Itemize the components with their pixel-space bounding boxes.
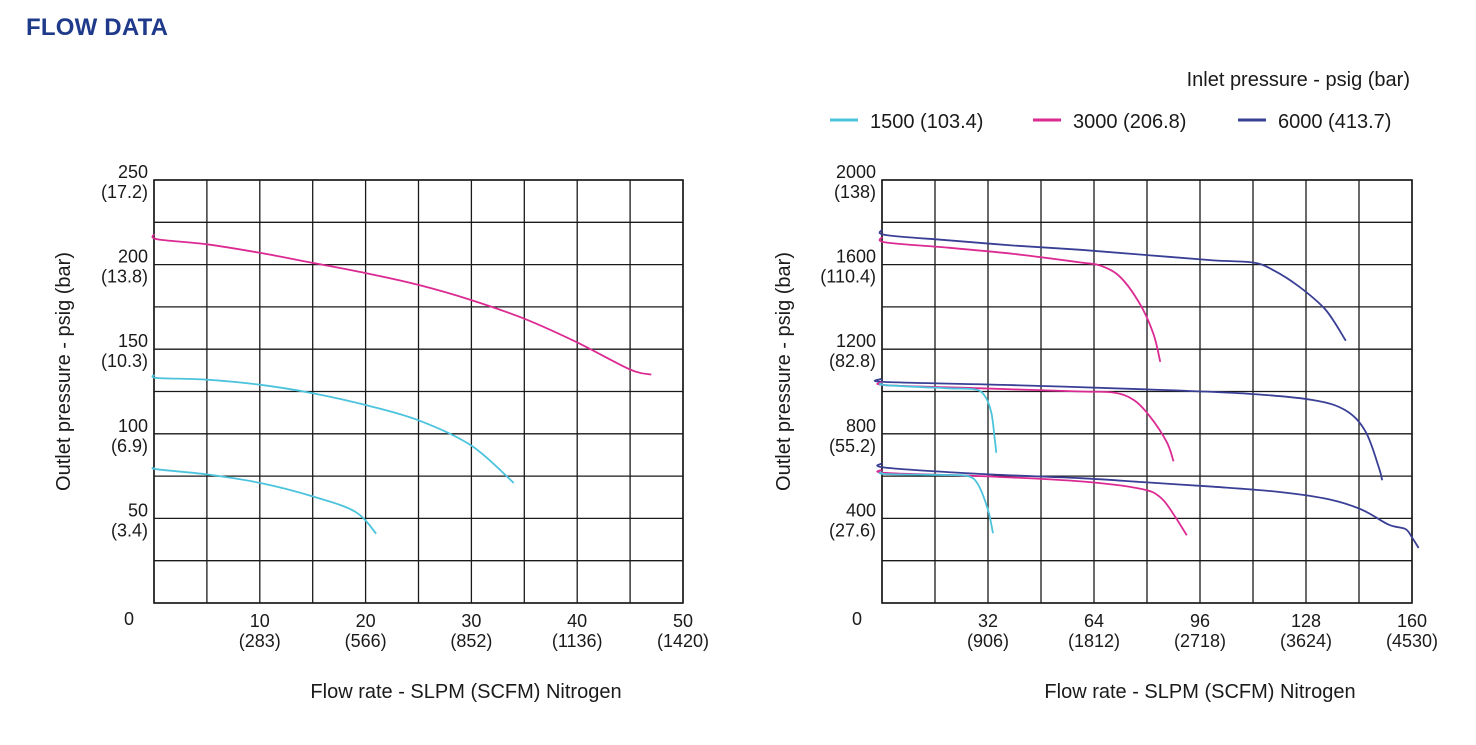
y-tick-label-bar: (138) bbox=[834, 182, 876, 202]
legend: Inlet pressure - psig (bar) 1500 (103.4)… bbox=[830, 69, 1410, 133]
x-tick-label-scfm: (852) bbox=[450, 631, 492, 651]
x-tick-label: 40 bbox=[567, 611, 587, 631]
y-tick-label: 250 bbox=[118, 162, 148, 182]
y-tick-label: 150 bbox=[118, 331, 148, 351]
y-tick-label-bar: (17.2) bbox=[101, 182, 148, 202]
x-tick-label-scfm: (3624) bbox=[1280, 631, 1332, 651]
series-line-3000 bbox=[876, 468, 1188, 536]
series-line-1500 bbox=[151, 373, 515, 484]
chart-large-flow: 0 400(27.6) 800(55.2) 1200(82.8) 1600(110.4)… bbox=[773, 162, 1438, 703]
y-tick-label: 1600 bbox=[836, 247, 876, 267]
x-tick-label-scfm: (1812) bbox=[1068, 631, 1120, 651]
y-tick-label: 800 bbox=[846, 416, 876, 436]
x-tick-label-scfm: (906) bbox=[967, 631, 1009, 651]
x-tick-label: 30 bbox=[461, 611, 481, 631]
x-tick-label: 10 bbox=[250, 611, 270, 631]
x-tick-label-scfm: (1136) bbox=[552, 631, 603, 651]
x-tick-label: 20 bbox=[356, 611, 376, 631]
plot-frame bbox=[153, 179, 684, 604]
x-tick-label: 128 bbox=[1291, 611, 1321, 631]
x-tick-label: 96 bbox=[1190, 611, 1210, 631]
y-tick-label-bar: (27.6) bbox=[829, 520, 876, 540]
y-tick-label: 100 bbox=[118, 416, 148, 436]
series-line-6000 bbox=[873, 377, 1384, 481]
y-tick-label-bar: (10.3) bbox=[101, 351, 148, 371]
series-line-1500 bbox=[151, 466, 377, 535]
legend-label-3000: 3000 (206.8) bbox=[1073, 111, 1186, 133]
series-line-3000 bbox=[151, 233, 652, 376]
legend-label-6000: 6000 (413.7) bbox=[1278, 111, 1391, 133]
y-tick-label-bar: (82.8) bbox=[829, 351, 876, 371]
x-tick-label-scfm: (2718) bbox=[1174, 631, 1226, 651]
x-tick-label-scfm: (566) bbox=[345, 631, 387, 651]
y-tick-label-bar: (55.2) bbox=[829, 436, 876, 456]
x-tick-label: 50 bbox=[673, 611, 693, 631]
y-tick-label-bar: (3.4) bbox=[111, 520, 148, 540]
y-tick-label-bar: (6.9) bbox=[111, 436, 148, 456]
x-tick-label: 160 bbox=[1397, 611, 1427, 631]
y-tick-label-bar: (110.4) bbox=[820, 267, 876, 287]
y-tick-label: 0 bbox=[124, 609, 134, 629]
x-axis-title: Flow rate - SLPM (SCFM) Nitrogen bbox=[310, 681, 621, 703]
page-title: FLOW DATA bbox=[26, 14, 169, 41]
y-tick-label: 400 bbox=[846, 500, 876, 520]
x-tick-label: 32 bbox=[978, 611, 998, 631]
y-tick-label: 0 bbox=[852, 609, 862, 629]
chart-small-flow: 050(3.4)100(6.9)150(10.3)200(13.8)250(17… bbox=[53, 162, 709, 703]
legend-title: Inlet pressure - psig (bar) bbox=[1187, 69, 1410, 91]
x-axis-title: Flow rate - SLPM (SCFM) Nitrogen bbox=[1044, 681, 1355, 703]
x-tick-label: 64 bbox=[1084, 611, 1104, 631]
y-tick-label: 1200 bbox=[836, 331, 876, 351]
y-tick-label: 2000 bbox=[836, 162, 876, 182]
y-tick-label: 50 bbox=[128, 500, 148, 520]
legend-label-1500: 1500 (103.4) bbox=[870, 111, 983, 133]
x-tick-label-scfm: (283) bbox=[239, 631, 281, 651]
series-line-1500 bbox=[878, 471, 994, 534]
series-line-6000 bbox=[876, 462, 1420, 549]
series-line-3000 bbox=[878, 236, 1162, 363]
plot-frame bbox=[881, 179, 1413, 604]
y-axis-title: Outlet pressure - psig (bar) bbox=[53, 252, 75, 491]
y-tick-label-bar: (13.8) bbox=[101, 267, 148, 287]
y-axis-title: Outlet pressure - psig (bar) bbox=[773, 252, 795, 491]
x-tick-label-scfm: (1420) bbox=[657, 631, 709, 651]
series-line-1500 bbox=[878, 382, 998, 453]
series-line-6000 bbox=[878, 228, 1347, 342]
series-line-3000 bbox=[876, 381, 1175, 462]
y-tick-label: 200 bbox=[118, 247, 148, 267]
x-tick-label-scfm: (4530) bbox=[1386, 631, 1438, 651]
